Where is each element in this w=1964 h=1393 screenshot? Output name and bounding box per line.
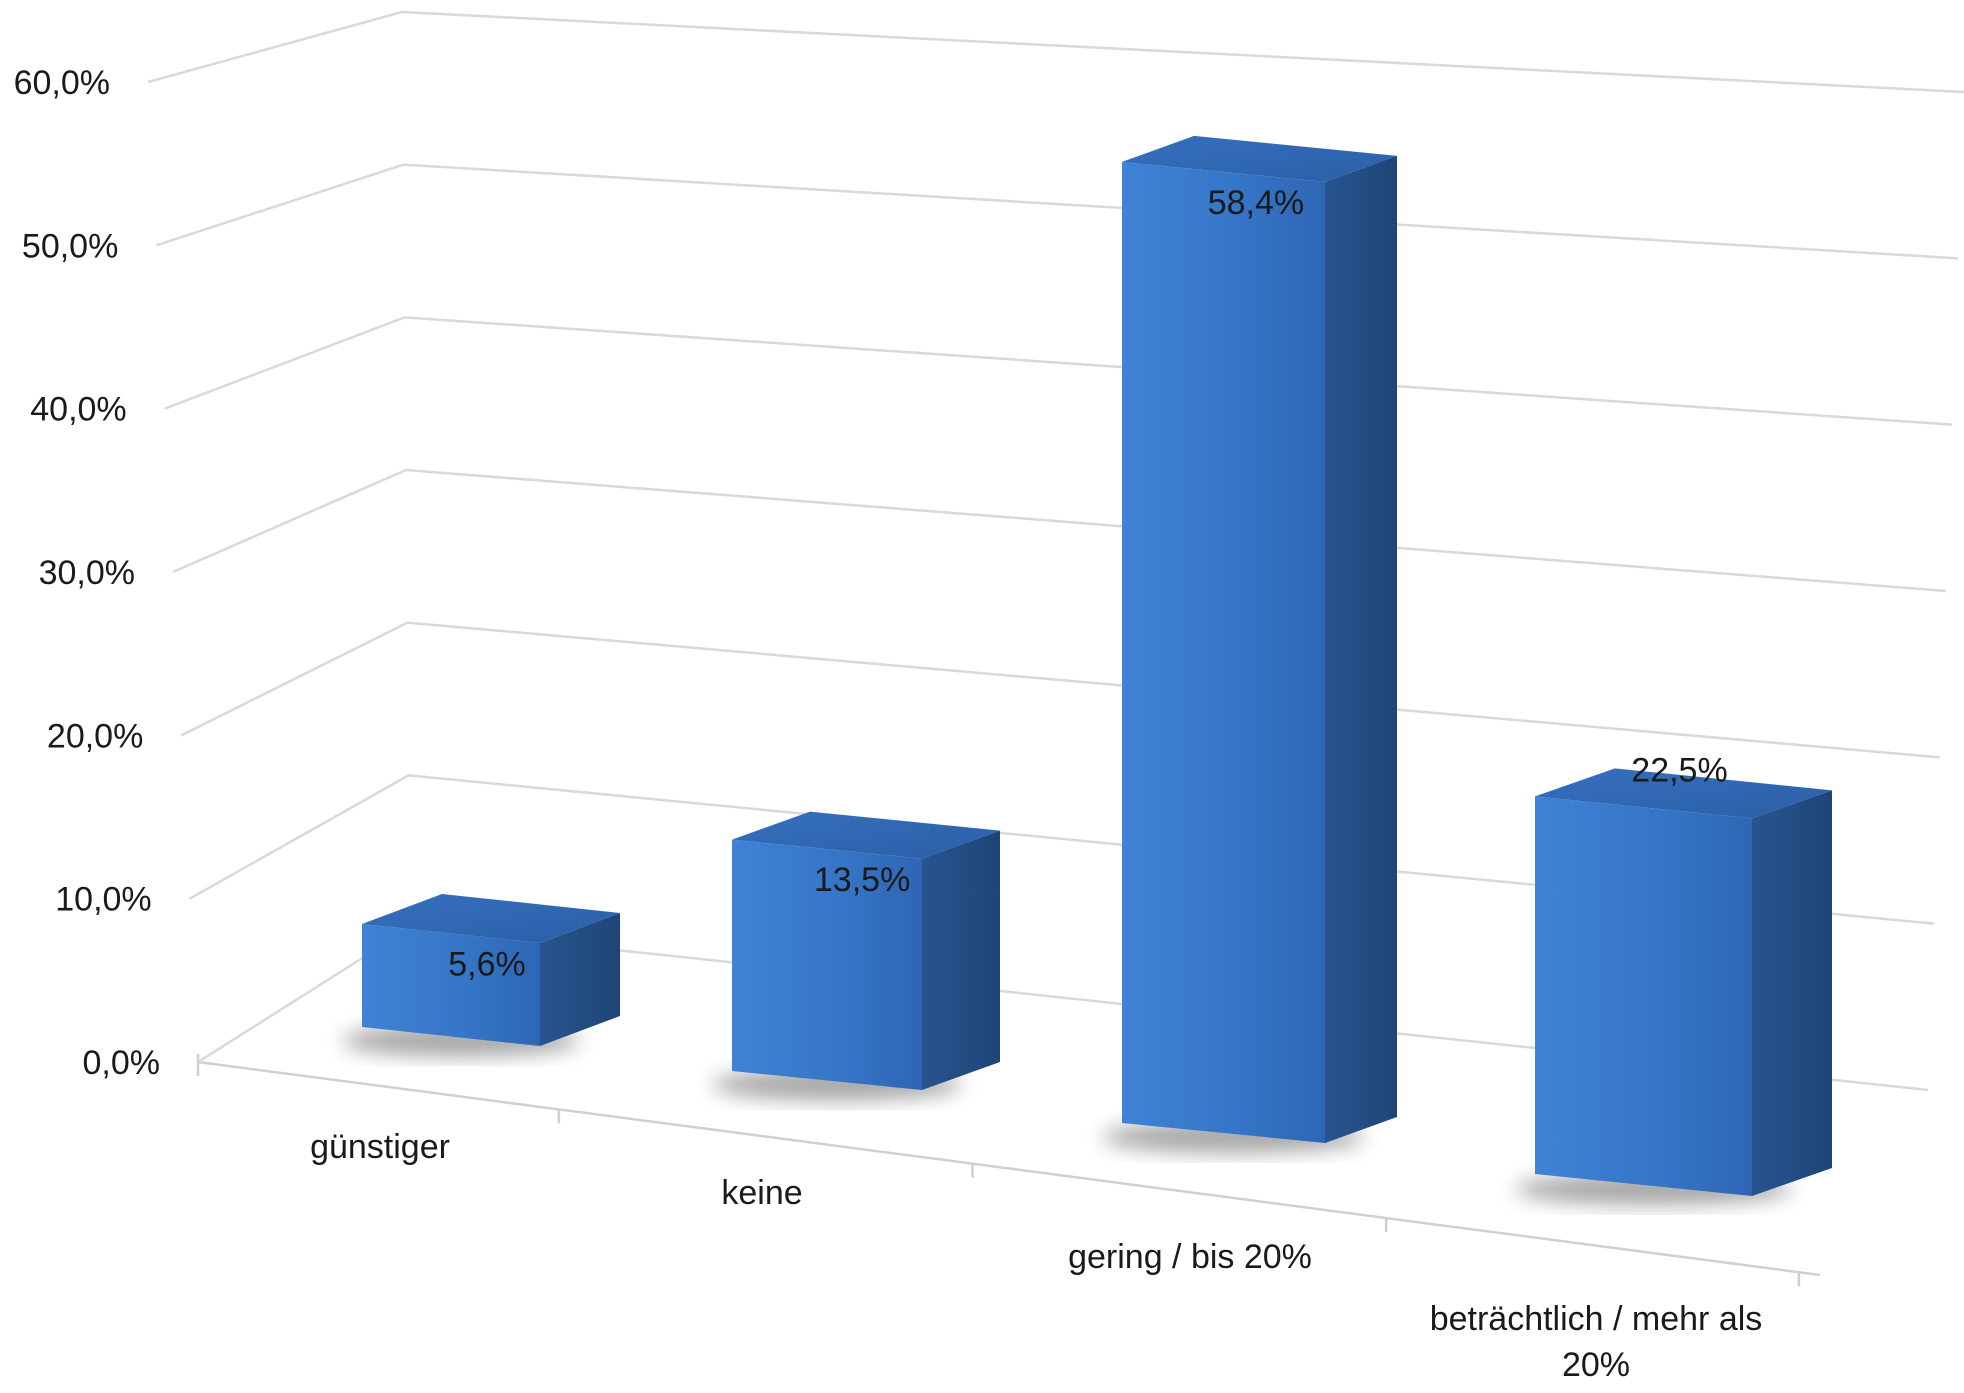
y-tick-label: 0,0%	[83, 1044, 161, 1082]
y-tick-label: 40,0%	[30, 391, 126, 429]
bar-front-face	[1122, 162, 1325, 1143]
bar	[1515, 768, 1832, 1205]
gridline	[156, 165, 1958, 259]
data-label: 5,6%	[448, 945, 526, 983]
y-tick-label: 10,0%	[55, 881, 151, 919]
gridline	[148, 12, 1964, 92]
bar	[1102, 136, 1397, 1153]
category-label: keine	[721, 1174, 802, 1212]
gridline	[173, 470, 1946, 591]
data-label: 58,4%	[1208, 184, 1304, 222]
gridline	[165, 317, 1952, 424]
category-label: beträchtlich / mehr als 20%	[1430, 1300, 1763, 1384]
data-label: 13,5%	[814, 861, 910, 899]
category-label: günstiger	[310, 1128, 450, 1166]
category-label: gering / bis 20%	[1068, 1238, 1312, 1276]
bar-side-face	[1752, 790, 1832, 1196]
y-tick-label: 50,0%	[22, 227, 118, 265]
y-tick-label: 30,0%	[39, 554, 135, 592]
bar-front-face	[1535, 796, 1752, 1196]
bar	[712, 812, 1000, 1101]
bar-side-face	[1325, 156, 1397, 1143]
data-label: 22,5%	[1631, 751, 1727, 789]
bar-front-face	[362, 924, 540, 1046]
bar-side-face	[922, 831, 1000, 1090]
y-tick-label: 20,0%	[47, 717, 143, 755]
gridline	[181, 623, 1940, 758]
y-tick-label: 60,0%	[14, 64, 110, 102]
